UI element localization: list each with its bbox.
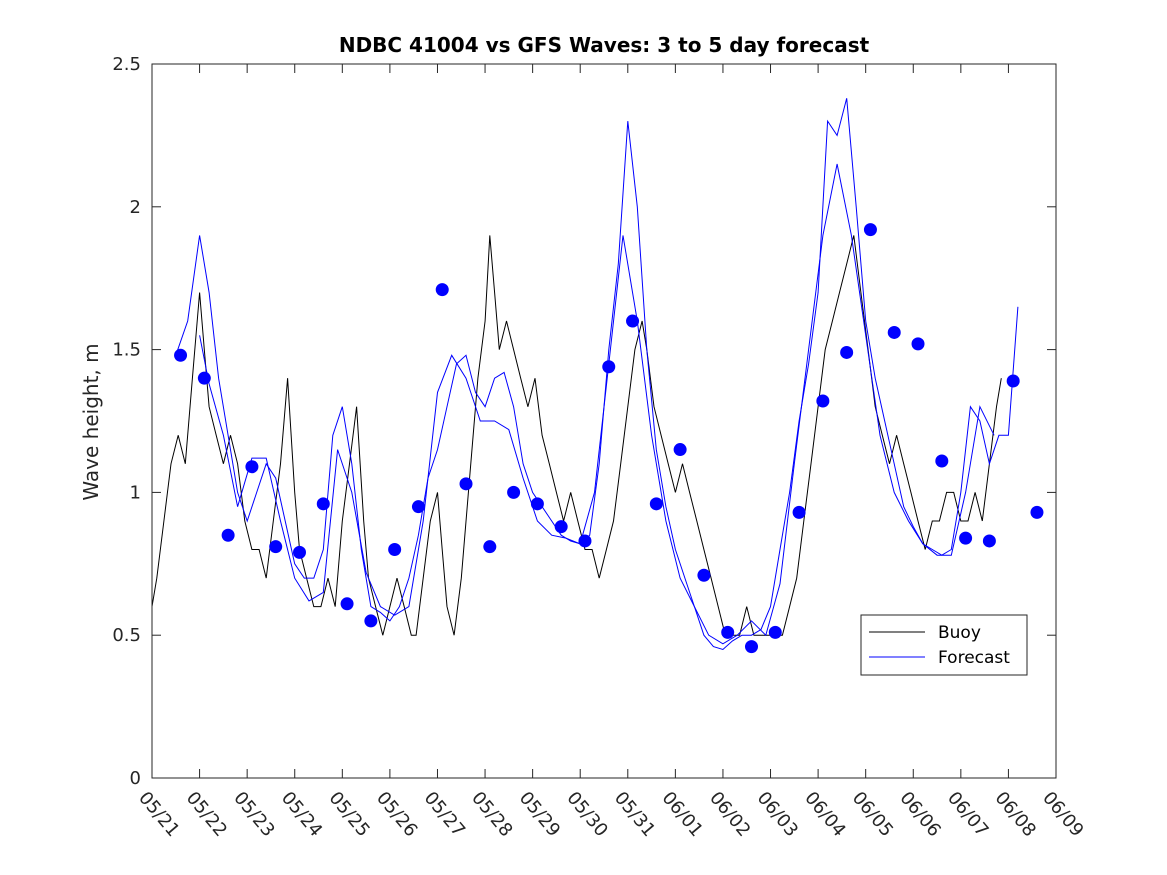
forecast-point	[626, 314, 640, 328]
forecast-point	[602, 360, 616, 374]
x-tick-label: 05/22	[182, 788, 231, 841]
forecast-point	[673, 443, 687, 457]
forecast-point	[292, 545, 306, 559]
forecast-point	[887, 325, 901, 339]
y-tick-label: 1.5	[112, 340, 141, 361]
forecast-point	[174, 348, 188, 362]
forecast-point	[554, 520, 568, 534]
forecast-point	[221, 528, 235, 542]
forecast-point	[911, 337, 925, 351]
x-axis-ticks: 05/2105/2205/2305/2405/2505/2605/2705/28…	[134, 64, 1088, 841]
forecast-point	[245, 460, 259, 474]
y-tick-label: 2.5	[112, 54, 141, 75]
forecast-point	[935, 454, 949, 468]
chart-title: NDBC 41004 vs GFS Waves: 3 to 5 day fore…	[339, 33, 870, 57]
forecast-point	[744, 640, 758, 654]
forecast-point	[697, 568, 711, 582]
forecast-point	[364, 614, 378, 628]
forecast-point	[792, 505, 806, 519]
forecast-point	[840, 345, 854, 359]
forecast-point	[340, 597, 354, 611]
x-tick-label: 06/06	[895, 788, 944, 841]
forecast-point	[269, 540, 283, 554]
forecast-point	[411, 500, 425, 514]
forecast-point	[530, 497, 544, 511]
x-tick-label: 05/21	[134, 788, 183, 841]
forecast-point	[578, 534, 592, 548]
forecast-series-line-2	[199, 163, 995, 645]
x-tick-label: 06/08	[991, 788, 1040, 841]
y-tick-label: 2	[130, 197, 141, 218]
plot-area: 05/2105/2205/2305/2405/2505/2605/2705/28…	[112, 54, 1087, 841]
x-tick-label: 05/31	[610, 788, 659, 841]
y-axis-ticks: 0 0.5 1 1.5 2 2.5	[112, 54, 1056, 789]
legend-label-buoy: Buoy	[938, 623, 981, 643]
x-tick-label: 05/25	[324, 788, 373, 841]
forecast-point	[459, 477, 473, 491]
x-tick-label: 06/09	[1038, 788, 1087, 841]
y-tick-label: 0	[130, 768, 141, 789]
series-layer	[151, 98, 1044, 654]
x-tick-label: 05/23	[229, 788, 278, 841]
legend-box	[860, 614, 1028, 676]
x-tick-label: 05/30	[562, 788, 611, 841]
forecast-point	[1006, 374, 1020, 388]
forecast-point	[816, 394, 830, 408]
x-tick-label: 05/29	[515, 788, 564, 841]
x-tick-label: 05/24	[277, 788, 326, 841]
forecast-point	[483, 540, 497, 554]
x-tick-label: 06/04	[800, 788, 849, 841]
legend: Buoy Forecast	[860, 614, 1028, 676]
x-tick-label: 06/02	[705, 788, 754, 841]
x-tick-label: 05/26	[372, 788, 421, 841]
forecast-point	[768, 625, 782, 639]
forecast-point	[863, 223, 877, 237]
forecast-point	[435, 283, 449, 297]
legend-label-forecast: Forecast	[938, 648, 1010, 668]
y-axis-label: Wave height, m	[79, 343, 103, 500]
y-tick-label: 1	[130, 482, 141, 503]
forecast-point	[649, 497, 663, 511]
buoy-series-line	[151, 235, 1002, 636]
x-tick-label: 05/27	[420, 788, 469, 841]
forecast-point	[721, 625, 735, 639]
x-tick-label: 05/28	[467, 788, 516, 841]
forecast-series-line-1	[175, 98, 1019, 651]
forecast-point	[507, 485, 521, 499]
x-tick-label: 06/07	[943, 788, 992, 841]
x-tick-label: 06/01	[658, 788, 707, 841]
forecast-point	[388, 543, 402, 557]
x-tick-label: 06/05	[848, 788, 897, 841]
forecast-point	[197, 371, 211, 385]
forecast-point	[982, 534, 996, 548]
y-tick-label: 0.5	[112, 625, 141, 646]
x-tick-label: 06/03	[753, 788, 802, 841]
forecast-point	[1030, 505, 1044, 519]
forecast-point	[316, 497, 330, 511]
forecast-point	[959, 531, 973, 545]
axes-box	[151, 63, 1057, 779]
